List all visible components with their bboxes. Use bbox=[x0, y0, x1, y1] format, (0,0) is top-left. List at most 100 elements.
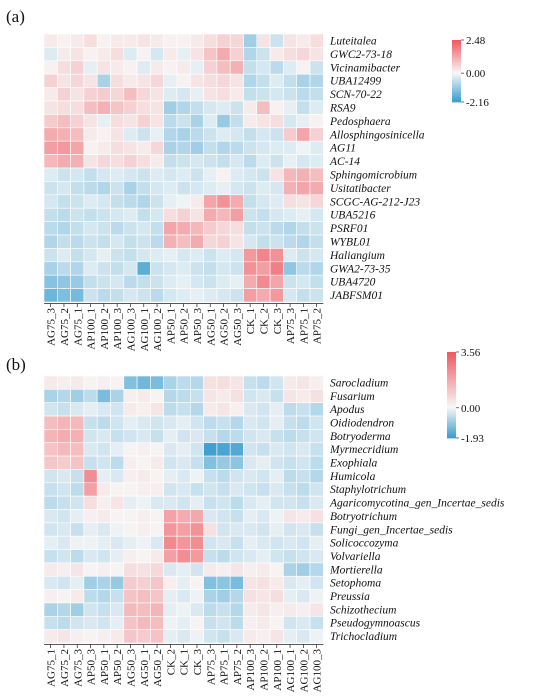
heatmap-b-cell bbox=[256, 442, 271, 457]
legend-a-gradient-step bbox=[452, 55, 461, 58]
heatmap-a-cell bbox=[83, 33, 98, 48]
legend-a-gradient-step bbox=[452, 94, 461, 97]
heatmap-b-cell bbox=[283, 442, 297, 457]
heatmap-b-cell bbox=[243, 415, 258, 430]
heatmap-a-cell bbox=[256, 73, 271, 88]
legend-a-gradient-step bbox=[452, 81, 461, 84]
heatmap-a-cell bbox=[203, 127, 218, 142]
heatmap-b-cell bbox=[163, 549, 178, 564]
heatmap-a-cell bbox=[296, 221, 311, 236]
heatmap-a-cell bbox=[216, 221, 231, 236]
heatmap-a-row-label: UBA4720 bbox=[330, 277, 376, 289]
heatmap-a-cell bbox=[269, 261, 284, 276]
heatmap-b-cell bbox=[136, 589, 151, 604]
heatmap-a-cell bbox=[283, 127, 297, 142]
heatmap-b-cell bbox=[243, 562, 258, 577]
heatmap-b-cell bbox=[70, 549, 85, 564]
heatmap-b-cell bbox=[150, 429, 164, 444]
heatmap-b-cell bbox=[190, 522, 204, 537]
heatmap-a-cell bbox=[296, 261, 311, 276]
heatmap-b-column-label: AG50_1 bbox=[139, 649, 151, 687]
heatmap-a-cell bbox=[56, 60, 71, 75]
heatmap-b-cell bbox=[216, 375, 231, 390]
heatmap-a-cell bbox=[56, 140, 71, 155]
legend-b-gradient-step bbox=[447, 405, 456, 409]
heatmap-b-cell bbox=[123, 429, 138, 444]
legend-a-gradient-step bbox=[452, 75, 461, 78]
heatmap-a-cell bbox=[163, 100, 178, 115]
heatmap-b-cell bbox=[150, 549, 164, 564]
heatmap-a-cell bbox=[96, 154, 111, 169]
heatmap-a-cell bbox=[203, 100, 218, 115]
heatmap-a-cell bbox=[283, 114, 297, 129]
heatmap-a-cell bbox=[203, 207, 218, 222]
heatmap-a-cell bbox=[216, 140, 231, 155]
heatmap-a-column-label: CK_2 bbox=[258, 308, 270, 334]
heatmap-a-cell bbox=[70, 274, 85, 289]
heatmap-b-cell bbox=[136, 509, 151, 524]
heatmap-a-column-label: AG75_3 bbox=[46, 308, 58, 346]
heatmap-b-cell bbox=[56, 469, 71, 484]
heatmap-b-cell bbox=[190, 535, 204, 550]
heatmap-b-cell bbox=[110, 562, 125, 577]
heatmap-a-cell bbox=[123, 33, 138, 48]
heatmap-a-cell bbox=[269, 207, 284, 222]
legend-b-gradient-step bbox=[447, 407, 456, 411]
heatmap-b-cell bbox=[163, 402, 178, 417]
heatmap-a-cell bbox=[136, 33, 151, 48]
heatmap-a-cell bbox=[136, 47, 151, 62]
heatmap-b-cell bbox=[216, 455, 231, 470]
heatmap-a-cell bbox=[96, 60, 111, 75]
heatmap-a-cell bbox=[43, 127, 58, 142]
heatmap-b-cell bbox=[229, 602, 244, 617]
heatmap-a-cell bbox=[309, 274, 324, 289]
heatmap-b-cell bbox=[229, 442, 244, 457]
heatmap-a-cell bbox=[283, 60, 297, 75]
heatmap-b-cell bbox=[296, 535, 311, 550]
heatmap-b-cell bbox=[176, 575, 191, 590]
heatmap-b-cell bbox=[136, 402, 151, 417]
heatmap-b-cell bbox=[43, 615, 58, 630]
heatmap-b-cell bbox=[83, 495, 98, 510]
heatmap-b-cell bbox=[110, 442, 125, 457]
heatmap-a-cell bbox=[150, 140, 164, 155]
heatmap-a-cell bbox=[216, 33, 231, 48]
heatmap-b-cell bbox=[216, 575, 231, 590]
heatmap-a-cell bbox=[110, 221, 125, 236]
heatmap-b-cell bbox=[203, 442, 218, 457]
legend-b-gradient-step bbox=[447, 354, 456, 357]
heatmap-b-cell bbox=[243, 549, 258, 564]
heatmap-b-cell bbox=[296, 389, 311, 404]
heatmap-a-cell bbox=[70, 194, 85, 209]
panel-label-a: (a) bbox=[6, 7, 25, 26]
heatmap-a-cell bbox=[243, 47, 258, 62]
heatmap-a-cell bbox=[176, 47, 191, 62]
heatmap-b-cell bbox=[43, 415, 58, 430]
heatmap-a-cell bbox=[229, 60, 244, 75]
heatmap-a-cell bbox=[269, 33, 284, 48]
heatmap-b-cell bbox=[70, 482, 85, 497]
legend-a-gradient-step bbox=[452, 50, 461, 53]
heatmap-b-cell bbox=[229, 629, 244, 644]
heatmap-b-cell bbox=[203, 375, 218, 390]
heatmap-b-column-label: AG100_1 bbox=[285, 649, 297, 692]
heatmap-b-cell bbox=[243, 482, 258, 497]
legend-b-gradient-step bbox=[447, 379, 456, 383]
heatmap-a-cell bbox=[70, 261, 85, 276]
heatmap-a-cell bbox=[203, 248, 218, 263]
heatmap-a-column-label: AP100_1 bbox=[86, 308, 98, 350]
heatmap-a-cell bbox=[203, 234, 218, 249]
heatmap-a-cell bbox=[190, 73, 204, 88]
heatmap-b-cell bbox=[136, 482, 151, 497]
heatmap-a-cell bbox=[163, 47, 178, 62]
heatmap-b-cell bbox=[70, 442, 85, 457]
heatmap-a-cell bbox=[309, 234, 324, 249]
heatmap-a-cell bbox=[216, 274, 231, 289]
legend-a-gradient-step bbox=[452, 84, 461, 87]
heatmap-b-cell bbox=[123, 549, 138, 564]
heatmap-a-cell bbox=[190, 181, 204, 196]
heatmap-a-cell bbox=[163, 194, 178, 209]
heatmap-a-cell bbox=[163, 261, 178, 276]
heatmap-a-cell bbox=[216, 73, 231, 88]
heatmap-a-cell bbox=[269, 47, 284, 62]
